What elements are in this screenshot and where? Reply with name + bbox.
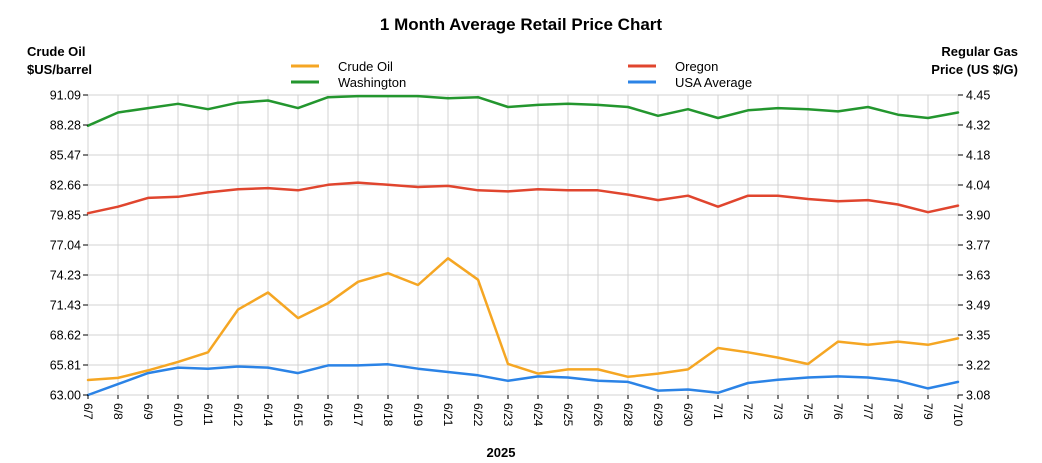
x-tick-label: 7/2 (741, 403, 755, 420)
x-tick-label: 7/10 (951, 403, 965, 427)
chart-legend: Crude Oil Oregon Washington USA Average (291, 59, 752, 90)
left-tick-label: 74.23 (50, 269, 81, 283)
x-axis-title: 2025 (487, 445, 516, 460)
x-tick-label: 6/25 (561, 403, 575, 427)
left-tick-label: 85.47 (50, 149, 81, 163)
right-tick-label: 3.77 (966, 239, 990, 253)
series-line-usa-average (86, 363, 960, 397)
x-tick-label: 7/6 (831, 403, 845, 420)
left-tick-label: 91.09 (50, 89, 81, 103)
right-tick-label: 3.63 (966, 269, 990, 283)
x-tick-label: 7/8 (891, 403, 905, 420)
x-tick-label: 6/17 (351, 403, 365, 427)
series-line-oregon (86, 181, 960, 215)
right-tick-label: 3.08 (966, 389, 990, 403)
x-tick-label: 7/5 (801, 403, 815, 420)
x-tick-label: 6/15 (291, 403, 305, 427)
chart-title: 1 Month Average Retail Price Chart (380, 15, 662, 34)
left-tick-label: 79.85 (50, 209, 81, 223)
x-tick-label: 7/9 (921, 403, 935, 420)
left-axis-ticks: 63.00 65.81 68.62 71.43 74.23 77.04 79.85 82.66… (50, 89, 88, 403)
x-tick-label: 6/11 (201, 403, 215, 426)
x-tick-label: 6/26 (591, 403, 605, 427)
x-tick-label: 6/14 (261, 403, 275, 427)
right-axis-title-line1: Regular Gas (941, 44, 1018, 59)
legend-label-washington: Washington (338, 75, 406, 90)
left-axis-title-line1: Crude Oil (27, 44, 86, 59)
x-tick-label: 7/1 (711, 403, 725, 420)
x-tick-label: 7/7 (861, 403, 875, 420)
series-line-washington (86, 94, 960, 127)
right-tick-label: 4.32 (966, 119, 990, 133)
right-tick-label: 3.90 (966, 209, 990, 223)
x-tick-label: 6/9 (141, 403, 155, 420)
left-tick-label: 71.43 (50, 299, 81, 313)
x-tick-label: 6/21 (441, 403, 455, 427)
right-tick-label: 4.45 (966, 89, 990, 103)
left-axis-title-line2: $US/barrel (27, 62, 92, 77)
right-tick-label: 4.18 (966, 149, 990, 163)
x-tick-label: 6/16 (321, 403, 335, 427)
left-tick-label: 77.04 (50, 239, 81, 253)
left-tick-label: 63.00 (50, 389, 81, 403)
right-tick-label: 3.22 (966, 359, 990, 373)
legend-label-oregon: Oregon (675, 59, 718, 74)
x-tick-label: 6/29 (651, 403, 665, 427)
x-tick-label: 6/28 (621, 403, 635, 427)
left-tick-label: 88.28 (50, 119, 81, 133)
series-layer (86, 94, 960, 397)
right-tick-label: 3.35 (966, 329, 990, 343)
x-tick-label: 6/10 (171, 403, 185, 427)
x-tick-label: 6/30 (681, 403, 695, 427)
left-tick-label: 68.62 (50, 329, 81, 343)
legend-label-crude-oil: Crude Oil (338, 59, 393, 74)
left-tick-label: 82.66 (50, 179, 81, 193)
x-tick-label: 6/7 (81, 403, 95, 420)
x-tick-label: 6/19 (411, 403, 425, 427)
x-axis-ticks: 6/7 6/8 6/9 6/10 6/11 6/12 6/14 6/15 6/16 6/17 6/1… (81, 395, 965, 427)
x-tick-label: 6/8 (111, 403, 125, 420)
right-axis-ticks: 3.08 3.22 3.35 3.49 3.63 3.77 3.90 4.04 4.18 4.32… (958, 89, 990, 403)
legend-label-usa-average: USA Average (675, 75, 752, 90)
series-line-crude-oil (86, 257, 960, 382)
chart-grid (87, 94, 959, 396)
x-tick-label: 7/3 (771, 403, 785, 420)
left-tick-label: 65.81 (50, 359, 81, 373)
x-tick-label: 6/12 (231, 403, 245, 427)
x-tick-label: 6/18 (381, 403, 395, 427)
right-tick-label: 3.49 (966, 299, 990, 313)
x-tick-label: 6/23 (501, 403, 515, 427)
x-tick-label: 6/24 (531, 403, 545, 427)
right-tick-label: 4.04 (966, 179, 990, 193)
right-axis-title-line2: Price (US $/G) (931, 62, 1018, 77)
x-tick-label: 6/22 (471, 403, 485, 427)
